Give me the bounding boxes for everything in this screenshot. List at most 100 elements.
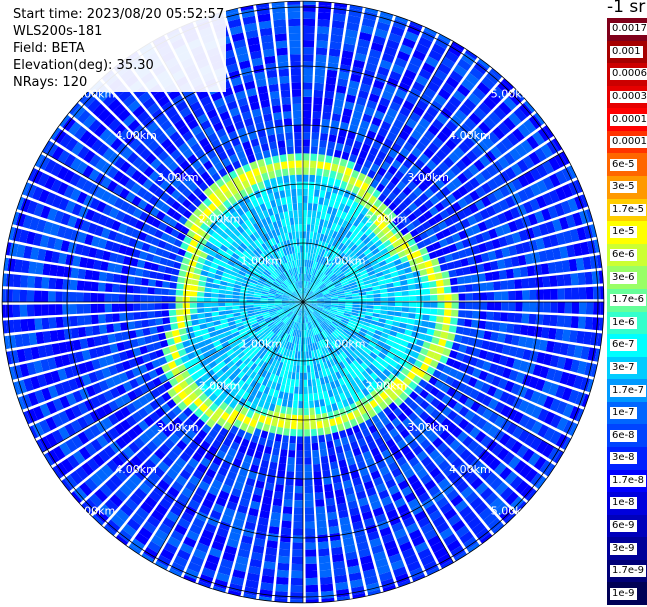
beta-gate-cell (284, 325, 289, 333)
beta-gate-cell (483, 116, 496, 130)
beta-gate-cell (378, 373, 388, 382)
beta-gate-cell (314, 290, 322, 295)
beta-gate-cell (293, 393, 299, 401)
beta-gate-cell (387, 412, 397, 422)
beta-gate-cell (419, 347, 429, 356)
beta-gate-cell (320, 212, 326, 220)
beta-gate-cell (232, 356, 240, 364)
beta-gate-cell (177, 412, 188, 423)
beta-gate-cell (317, 263, 322, 271)
beta-gate-cell (289, 297, 297, 301)
beta-gate-cell (388, 235, 398, 244)
beta-gate-cell (321, 412, 328, 421)
beta-gate-cell (354, 276, 363, 282)
beta-gate-cell (200, 119, 212, 131)
beta-gate-cell (363, 358, 372, 367)
beta-gate-cell (283, 317, 289, 323)
beta-gate-cell (305, 563, 318, 571)
beta-gate-cell (326, 352, 332, 360)
beta-gate-cell (237, 245, 245, 253)
beta-gate-cell (469, 458, 482, 471)
beta-gate-cell (188, 413, 199, 423)
beta-gate-cell (341, 319, 349, 325)
beta-gate-cell (206, 277, 214, 283)
beta-gate-cell (227, 338, 236, 345)
beta-gate-cell (212, 340, 221, 347)
beta-gate-cell (205, 282, 213, 288)
beta-gate-cell (437, 478, 450, 490)
beta-gate-cell (375, 356, 384, 364)
beta-gate-cell (246, 201, 254, 210)
beta-gate-cell (253, 365, 261, 374)
beta-gate-cell (232, 376, 241, 385)
beta-gate-cell (276, 47, 288, 56)
beta-gate-cell (295, 315, 299, 323)
beta-gate-cell (303, 259, 305, 267)
beta-gate-cell (314, 492, 324, 500)
beta-gate-cell (300, 287, 303, 295)
beta-gate-cell (102, 93, 117, 107)
beta-gate-cell (50, 127, 61, 140)
beta-gate-cell (333, 438, 342, 448)
beta-gate-cell (334, 316, 342, 321)
beta-gate-cell (350, 287, 359, 292)
beta-gate-cell (289, 303, 297, 307)
beta-gate-cell (262, 250, 270, 258)
beta-gate-cell (274, 299, 282, 301)
beta-gate-cell (246, 360, 254, 368)
beta-gate-cell (351, 309, 359, 314)
beta-gate-cell (305, 252, 308, 260)
beta-gate-cell (407, 238, 416, 247)
beta-gate-cell (476, 417, 488, 430)
beta-gate-cell (297, 297, 303, 302)
beta-gate-cell (462, 168, 474, 180)
beta-gate-cell (232, 160, 242, 170)
beta-gate-cell (532, 131, 545, 146)
beta-gate-cell (260, 306, 268, 309)
beta-gate-cell (150, 423, 161, 435)
beta-gate-cell (184, 278, 192, 285)
beta-gate-cell (128, 216, 139, 228)
beta-gate-cell (389, 70, 402, 82)
beta-gate-cell (361, 18, 376, 28)
beta-gate-cell (267, 256, 274, 264)
beta-gate-cell (307, 315, 311, 323)
beta-gate-cell (275, 305, 283, 308)
beta-gate-cell (418, 181, 429, 192)
beta-gate-cell (190, 555, 204, 567)
beta-gate-cell (383, 343, 392, 351)
beta-gate-cell (346, 456, 356, 466)
beta-gate-cell (253, 231, 260, 239)
beta-gate-cell (130, 455, 143, 468)
beta-gate-cell (196, 297, 204, 302)
beta-gate-cell (332, 475, 342, 484)
beta-gate-cell (227, 317, 235, 323)
beta-gate-cell (226, 236, 234, 245)
beta-gate-cell (413, 417, 424, 428)
beta-gate-cell (517, 189, 529, 202)
beta-gate-cell (183, 574, 197, 583)
beta-gate-cell (312, 357, 317, 365)
beta-gate-cell (309, 321, 314, 329)
beta-gate-cell (311, 210, 317, 218)
beta-gate-cell (189, 171, 200, 181)
beta-gate-cell (314, 289, 321, 295)
beta-gate-cell (457, 58, 472, 72)
beta-gate-cell (265, 258, 272, 266)
beta-gate-cell (310, 321, 315, 329)
beta-gate-cell (199, 383, 209, 392)
beta-gate-cell (249, 207, 258, 217)
beta-gate-cell (290, 268, 294, 276)
beta-gate-cell (234, 403, 243, 413)
beta-gate-cell (43, 372, 54, 386)
beta-gate-cell (367, 270, 376, 276)
beta-gate-cell (398, 130, 410, 141)
beta-gate-cell (352, 520, 364, 531)
beta-gate-cell (71, 435, 84, 449)
beta-gate-cell (490, 331, 499, 342)
beta-gate-cell (459, 531, 474, 544)
beta-gate-cell (256, 524, 268, 533)
beta-gate-cell (279, 274, 285, 281)
beta-gate-cell (95, 406, 107, 419)
